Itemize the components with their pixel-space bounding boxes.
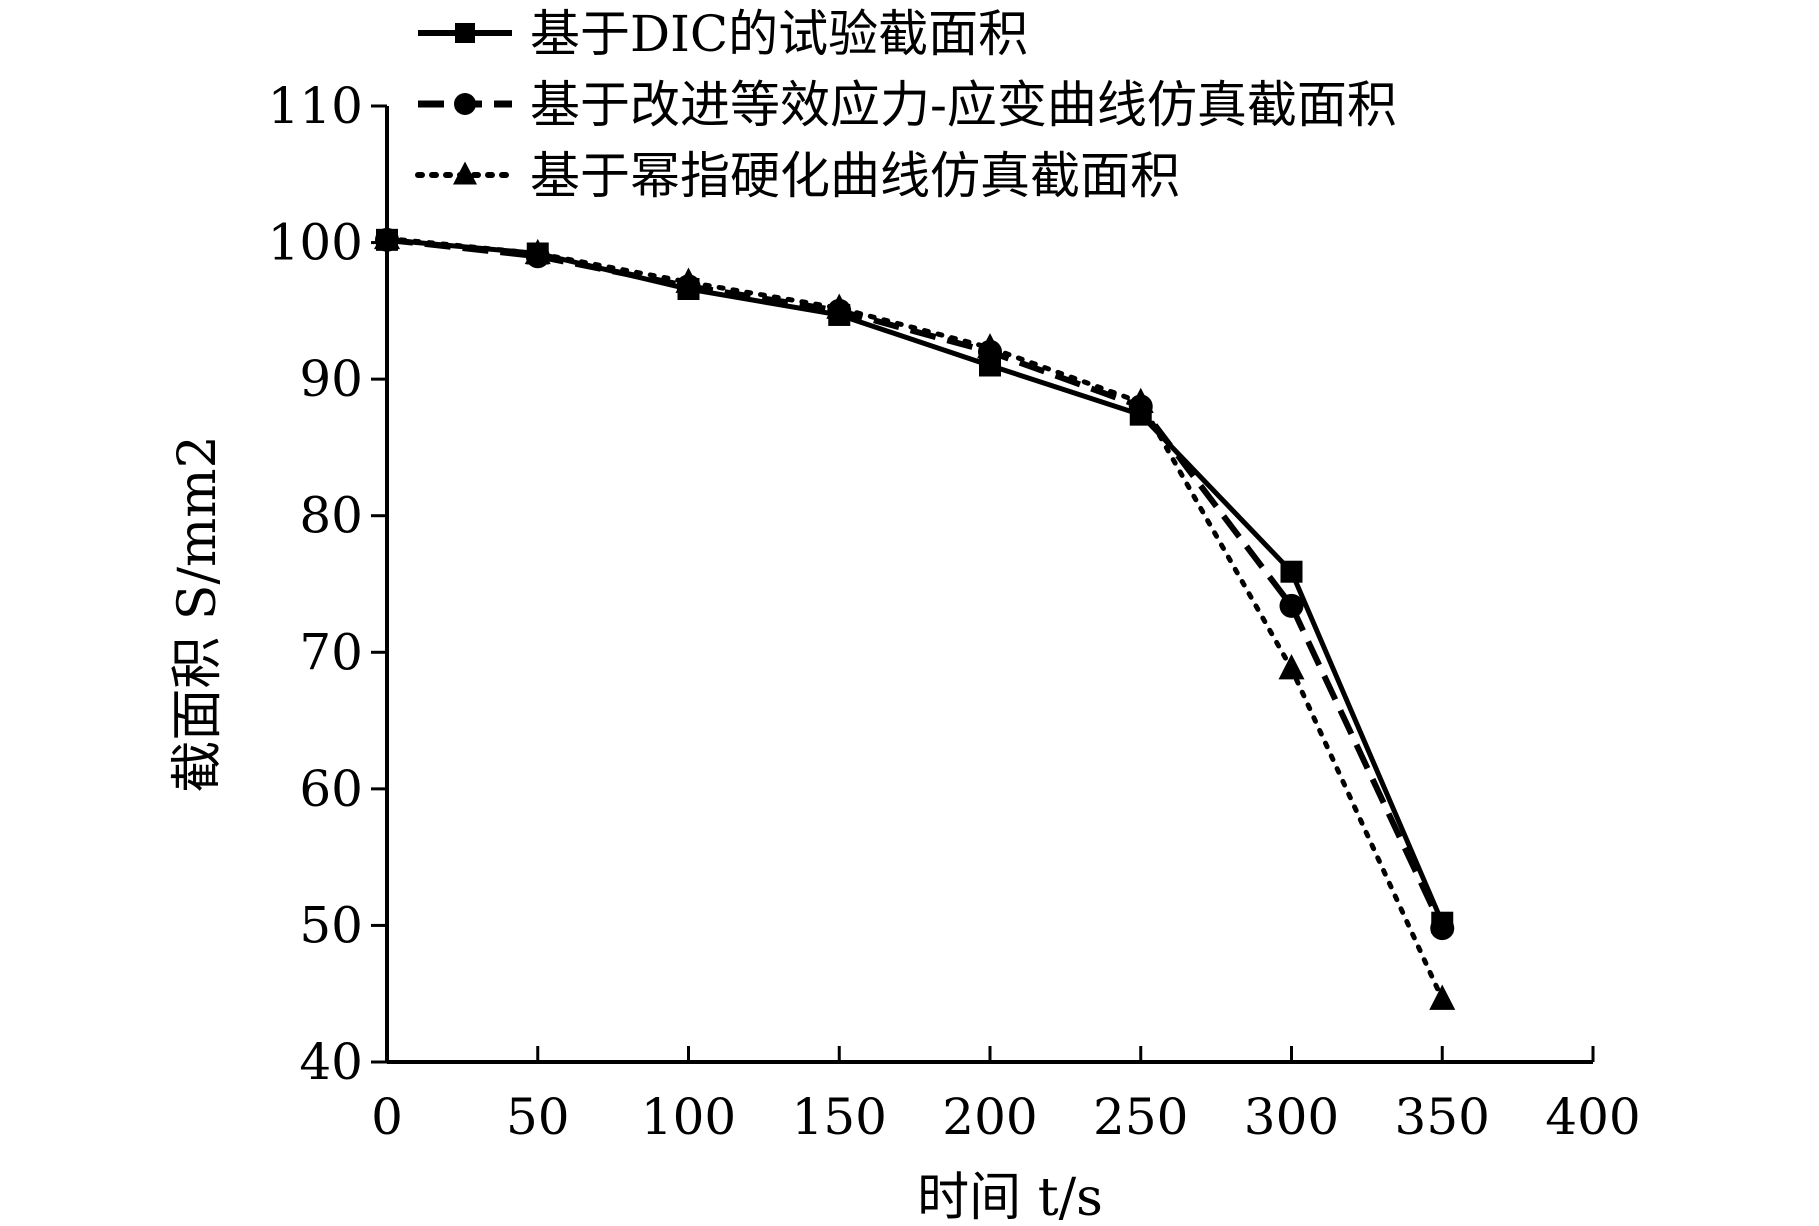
series-3-point (1429, 984, 1456, 1010)
y-tick-label: 90 (299, 350, 363, 408)
series-1-point (828, 303, 851, 326)
series-1-point (1129, 403, 1152, 426)
y-tick-label: 110 (268, 77, 363, 135)
series-1-point (1431, 911, 1454, 934)
x-tick-label: 350 (1395, 1088, 1490, 1146)
x-tick-label: 0 (371, 1088, 403, 1146)
series-1-point (526, 242, 549, 265)
series-1-line (386, 237, 1445, 924)
x-tick-label: 200 (942, 1088, 1037, 1146)
y-tick-label: 50 (299, 896, 363, 954)
series-1-point (979, 354, 1001, 377)
x-tick-label: 300 (1244, 1088, 1339, 1146)
y-tick-label: 40 (299, 1033, 363, 1091)
y-tick-label: 80 (299, 487, 363, 545)
legend-label-1: 基于DIC的试验截面积 (530, 5, 1028, 63)
y-axis-title: 截面积 S/mm2 (168, 435, 228, 792)
x-tick-label: 150 (792, 1088, 887, 1146)
series-layer (374, 223, 1456, 1010)
legend-marker-1 (455, 23, 475, 43)
axes: 0 50 100 150 200 250 300 350 400 40 50 60 70 80 90 100 1… (268, 77, 1641, 1146)
series-2-line (386, 236, 1445, 930)
series-3-line (384, 235, 1445, 1002)
series-2-point (1279, 593, 1304, 618)
x-tick-label: 250 (1093, 1088, 1188, 1146)
series-1-point (677, 278, 700, 301)
legend-label-2: 基于改进等效应力-应变曲线仿真截面积 (530, 76, 1397, 134)
y-tick-label: 100 (268, 214, 363, 272)
x-tick-label: 100 (641, 1088, 736, 1146)
series-3-point (1278, 654, 1305, 680)
legend-marker-2 (454, 93, 476, 115)
x-tick-label: 400 (1545, 1088, 1640, 1146)
y-tick-label: 70 (299, 623, 363, 681)
series-1-point (376, 228, 398, 251)
legend-marker-3 (453, 161, 477, 185)
x-axis-title: 时间 t/s (917, 1168, 1103, 1226)
legend-label-3: 基于幂指硬化曲线仿真截面积 (530, 147, 1180, 205)
y-tick-label: 60 (299, 760, 363, 818)
legend: 基于DIC的试验截面积基于改进等效应力-应变曲线仿真截面积基于幂指硬化曲线仿真截… (415, 5, 1397, 205)
x-tick-label: 50 (506, 1088, 570, 1146)
series-1-point (1280, 560, 1303, 583)
